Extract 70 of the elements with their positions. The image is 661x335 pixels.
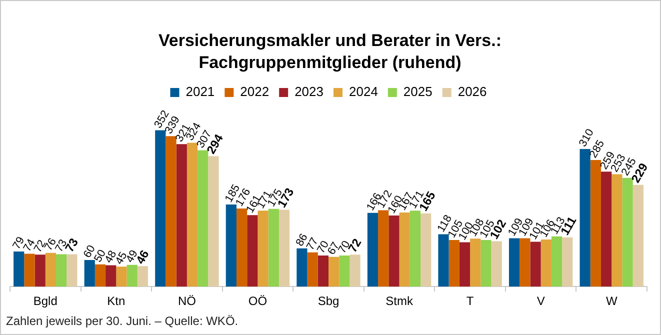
bar [420, 213, 432, 287]
x-tick-label: OÖ [248, 294, 268, 308]
x-tick-label: Ktn [107, 294, 126, 308]
bar [551, 236, 562, 287]
bar [388, 216, 400, 287]
bar [56, 254, 67, 287]
bar [491, 241, 502, 287]
bar [508, 238, 520, 287]
bar [328, 256, 340, 287]
legend-label: 2026 [458, 84, 487, 100]
bar [208, 156, 219, 287]
bar [520, 238, 530, 287]
bar [198, 150, 208, 287]
bar [410, 210, 421, 287]
bar [448, 240, 460, 287]
bar [580, 148, 590, 287]
bar [367, 212, 378, 287]
x-tick-label: Bgld [33, 294, 58, 308]
bar [94, 264, 106, 287]
bar [470, 238, 481, 287]
bar [34, 254, 46, 287]
bar [14, 252, 24, 287]
bar [186, 142, 198, 287]
bar [622, 178, 633, 287]
bar [226, 204, 236, 287]
bar [106, 265, 116, 287]
x-tick-label: W [606, 294, 618, 308]
legend-label: 2025 [403, 84, 432, 100]
x-tick-label: V [536, 294, 545, 308]
x-tick-label: Stmk [386, 294, 414, 308]
bar [480, 240, 492, 287]
legend-label: 2021 [186, 84, 215, 100]
bar [318, 256, 328, 287]
bar [137, 266, 148, 287]
bar [126, 264, 138, 287]
text: Zahlen jeweils per 30. Juni. – Quelle: WKÖ. [6, 314, 238, 328]
bar [378, 210, 389, 287]
bar [307, 252, 318, 287]
x-tick-label: Sbg [318, 294, 340, 308]
bar [236, 208, 248, 287]
bar [438, 234, 449, 287]
legend-label: 2023 [294, 84, 324, 100]
chart-title: Versicherungsmakler und Berater in Vers.: Fachgruppenmitglieder (ruhend) [158, 30, 502, 74]
bar [155, 130, 166, 287]
bar [45, 252, 56, 287]
bar [632, 184, 644, 287]
bar [268, 208, 279, 287]
legend-label: 2024 [349, 84, 378, 100]
bar [399, 212, 410, 287]
bar [296, 248, 308, 287]
legend-label: 2022 [240, 84, 270, 100]
bar [530, 242, 541, 287]
bar [612, 174, 622, 287]
bar [540, 240, 552, 287]
bar [24, 254, 35, 287]
bar [278, 210, 290, 287]
bar [339, 256, 350, 287]
bar [66, 254, 78, 287]
bar [600, 172, 612, 287]
bar [459, 242, 470, 287]
bar [590, 160, 601, 287]
x-tick-label: T [466, 294, 474, 308]
bar [116, 266, 127, 287]
bar [166, 136, 176, 287]
bar [176, 144, 187, 287]
bar [84, 260, 95, 287]
x-tick-label: NÖ [178, 294, 196, 308]
bar [350, 254, 360, 287]
bar [247, 215, 258, 287]
bar [562, 237, 573, 287]
